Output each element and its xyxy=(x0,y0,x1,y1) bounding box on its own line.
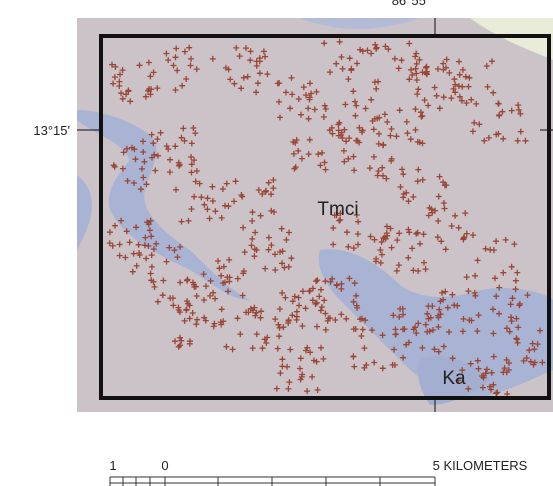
longitude-label: 86°55' xyxy=(392,0,429,8)
water-area xyxy=(300,18,420,29)
unit-label: Tmci xyxy=(317,199,358,220)
unit-label: Ka xyxy=(442,368,466,389)
water-area xyxy=(77,175,92,250)
latitude-label: 13°15' xyxy=(33,123,70,138)
scale-bar xyxy=(109,476,436,486)
scale-label: 5 KILOMETERS xyxy=(433,458,528,473)
landslide-crosses xyxy=(106,38,546,397)
scale-label: 0 xyxy=(161,458,168,473)
water-area xyxy=(418,356,490,405)
scale-label: 1 xyxy=(109,458,116,473)
unit-area xyxy=(470,18,553,60)
map-frame xyxy=(99,34,551,400)
water-area xyxy=(318,249,553,400)
landslide-symbols xyxy=(106,38,546,397)
water-area xyxy=(77,110,250,300)
